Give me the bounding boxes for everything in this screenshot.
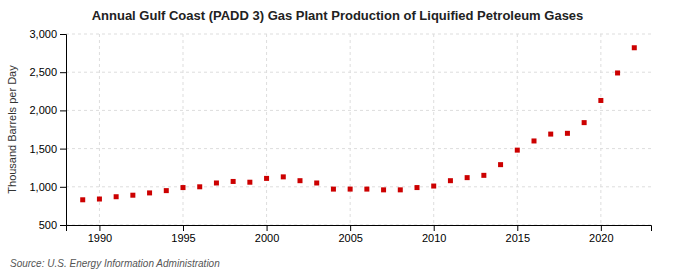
point bbox=[481, 173, 486, 178]
grid-line bbox=[66, 72, 651, 73]
grid-line bbox=[99, 34, 100, 225]
tick-label: 1,500 bbox=[29, 143, 57, 155]
point bbox=[80, 197, 85, 202]
tick: 500 bbox=[39, 219, 66, 231]
chart: 1990 1995 2000 2005 2010 2015 2020 500 1,000 1,50… bbox=[0, 0, 675, 275]
grid-line bbox=[266, 34, 267, 225]
tick-mark bbox=[60, 72, 66, 73]
marks bbox=[80, 45, 637, 202]
point bbox=[565, 131, 570, 136]
point bbox=[515, 148, 520, 153]
point bbox=[498, 162, 503, 167]
tick-mark bbox=[99, 225, 100, 231]
point bbox=[532, 138, 537, 143]
point bbox=[164, 188, 169, 193]
tick-mark bbox=[350, 225, 351, 231]
tick: 2,000 bbox=[29, 104, 66, 116]
annotation: Source: U.S. Energy Information Administ… bbox=[10, 258, 220, 269]
point bbox=[348, 187, 353, 192]
point bbox=[448, 178, 453, 183]
tick-label: 2,500 bbox=[29, 66, 57, 78]
tick-mark bbox=[60, 34, 66, 35]
point bbox=[364, 187, 369, 192]
point bbox=[314, 180, 319, 185]
tick-mark bbox=[601, 225, 602, 231]
grid-line bbox=[66, 34, 651, 35]
tick-mark bbox=[183, 225, 184, 231]
point bbox=[114, 194, 119, 199]
tick-label: 2000 bbox=[255, 232, 279, 244]
grid-line bbox=[350, 34, 351, 225]
tick-mark bbox=[60, 225, 66, 226]
tick-mark bbox=[517, 225, 518, 231]
x-axis: 1990 1995 2000 2005 2010 2015 2020 bbox=[67, 225, 652, 244]
point bbox=[298, 178, 303, 183]
tick: 2005 bbox=[338, 225, 362, 244]
tick-mark bbox=[267, 225, 268, 231]
point bbox=[247, 180, 252, 185]
tick: 1995 bbox=[171, 225, 195, 244]
tick: 2015 bbox=[506, 225, 530, 244]
point bbox=[615, 70, 620, 75]
grid-line bbox=[66, 186, 651, 187]
tick: 2,500 bbox=[29, 66, 66, 78]
title: Annual Gulf Coast (PADD 3) Gas Plant Pro… bbox=[92, 8, 584, 23]
point bbox=[181, 185, 186, 190]
tick: 2020 bbox=[589, 225, 613, 244]
point bbox=[431, 184, 436, 189]
tick: 1,000 bbox=[29, 181, 66, 193]
point bbox=[197, 184, 202, 189]
tick-label: 1995 bbox=[171, 232, 195, 244]
tick-label: 500 bbox=[39, 219, 57, 231]
point bbox=[632, 45, 637, 50]
tick-label: 2010 bbox=[422, 232, 446, 244]
tick-label: 2020 bbox=[589, 232, 613, 244]
point bbox=[582, 120, 587, 125]
tick-mark bbox=[60, 110, 66, 111]
y-axis-label: Thousand Barrels per Day bbox=[6, 65, 18, 194]
tick-label: 2005 bbox=[338, 232, 362, 244]
tick: 2010 bbox=[422, 225, 446, 244]
grid-line bbox=[433, 34, 434, 225]
point bbox=[331, 187, 336, 192]
axis-line bbox=[67, 226, 652, 232]
grid-line bbox=[66, 148, 651, 149]
tick: 1,500 bbox=[29, 143, 66, 155]
grid-line bbox=[600, 34, 601, 225]
point bbox=[130, 193, 135, 198]
tick-label: 2,000 bbox=[29, 104, 57, 116]
tick-mark bbox=[434, 225, 435, 231]
y-axis: 500 1,000 1,500 2,000 2,500 3,000 bbox=[29, 28, 66, 231]
point bbox=[415, 185, 420, 190]
point bbox=[381, 187, 386, 192]
point bbox=[231, 179, 236, 184]
tick-label: 1,000 bbox=[29, 181, 57, 193]
tick-mark bbox=[60, 149, 66, 150]
grid bbox=[66, 34, 651, 225]
tick-label: 1990 bbox=[88, 232, 112, 244]
point bbox=[214, 180, 219, 185]
tick-label: 3,000 bbox=[29, 28, 57, 40]
grid-line bbox=[183, 34, 184, 225]
tick: 2000 bbox=[255, 225, 279, 244]
point bbox=[264, 176, 269, 181]
tick: 3,000 bbox=[29, 28, 66, 40]
point bbox=[97, 197, 102, 202]
point bbox=[548, 132, 553, 137]
tick: 1990 bbox=[88, 225, 112, 244]
point bbox=[598, 98, 603, 103]
tick-mark bbox=[60, 187, 66, 188]
grid-line bbox=[517, 34, 518, 225]
point bbox=[398, 187, 403, 192]
point bbox=[281, 174, 286, 179]
axis-line bbox=[60, 35, 67, 226]
tick-label: 2015 bbox=[506, 232, 530, 244]
plot: 1990 1995 2000 2005 2010 2015 2020 500 1,000 1,50… bbox=[29, 28, 651, 244]
point bbox=[147, 190, 152, 195]
grid-line bbox=[66, 110, 651, 111]
point bbox=[465, 175, 470, 180]
